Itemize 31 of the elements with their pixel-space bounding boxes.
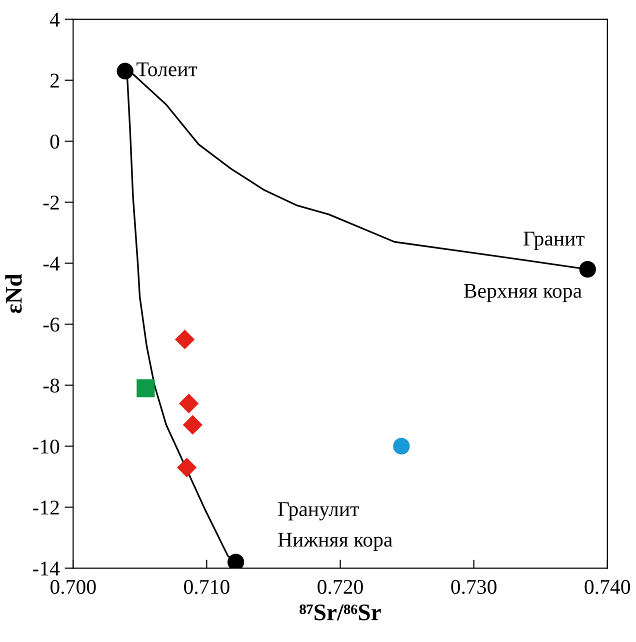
y-tick-label: -14 xyxy=(32,562,60,576)
y-tick-label: -8 xyxy=(43,378,60,393)
y-tick-label: 2 xyxy=(50,74,59,88)
annotation: Гранит xyxy=(524,232,585,250)
y-tick-label: 0 xyxy=(50,134,60,149)
x-tick-label: 0.720 xyxy=(318,580,363,594)
y-tick-label: -12 xyxy=(32,500,59,514)
y-tick-label: -2 xyxy=(43,196,59,210)
y-tick-label: -10 xyxy=(32,440,60,454)
y-tick-label: -6 xyxy=(43,318,60,332)
point xyxy=(227,554,244,568)
x-axis-title: ⁸⁷Sr/⁸⁶Sr xyxy=(300,604,381,620)
point xyxy=(116,62,134,80)
annotation: Гранулит xyxy=(278,502,359,520)
annotation: Толеит xyxy=(136,62,198,76)
x-tick-label: 0.740 xyxy=(584,580,630,594)
point xyxy=(579,260,596,278)
y-axis-title: εNd xyxy=(5,274,22,314)
point xyxy=(182,415,202,435)
x-tick-label: 0.730 xyxy=(451,580,496,594)
annotation: Верхняя кора xyxy=(464,284,582,302)
x-tick-label: 0.710 xyxy=(184,580,230,594)
point xyxy=(136,379,155,398)
point xyxy=(393,438,410,455)
x-tick-label: 0.700 xyxy=(50,580,96,594)
y-tick-label: -4 xyxy=(43,256,60,270)
point xyxy=(174,330,195,350)
y-tick-label: 4 xyxy=(50,12,60,26)
point xyxy=(176,458,197,478)
point xyxy=(178,394,199,414)
annotation: Нижняя кора xyxy=(278,532,392,551)
